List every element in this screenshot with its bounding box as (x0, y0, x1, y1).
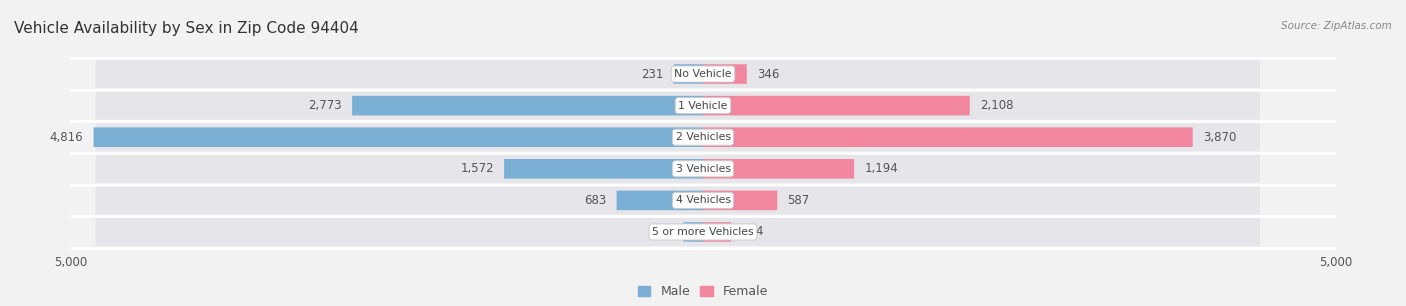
FancyBboxPatch shape (703, 64, 747, 84)
FancyBboxPatch shape (96, 155, 1260, 183)
Text: 2,108: 2,108 (980, 99, 1014, 112)
Text: 346: 346 (756, 68, 779, 80)
Text: Vehicle Availability by Sex in Zip Code 94404: Vehicle Availability by Sex in Zip Code … (14, 21, 359, 36)
FancyBboxPatch shape (96, 60, 1260, 88)
FancyBboxPatch shape (703, 159, 853, 179)
FancyBboxPatch shape (703, 222, 731, 242)
Text: Source: ZipAtlas.com: Source: ZipAtlas.com (1281, 21, 1392, 32)
FancyBboxPatch shape (94, 127, 703, 147)
FancyBboxPatch shape (683, 222, 703, 242)
Text: 5 or more Vehicles: 5 or more Vehicles (652, 227, 754, 237)
FancyBboxPatch shape (703, 96, 970, 115)
Text: 3,870: 3,870 (1204, 131, 1236, 144)
Text: 1,572: 1,572 (460, 162, 494, 175)
Text: 4 Vehicles: 4 Vehicles (675, 195, 731, 205)
FancyBboxPatch shape (96, 92, 1260, 120)
FancyBboxPatch shape (703, 191, 778, 210)
Text: No Vehicle: No Vehicle (675, 69, 731, 79)
Text: 1,194: 1,194 (865, 162, 898, 175)
Text: 2,773: 2,773 (308, 99, 342, 112)
Text: 1 Vehicle: 1 Vehicle (678, 101, 728, 111)
Text: 4,816: 4,816 (49, 131, 83, 144)
Legend: Male, Female: Male, Female (633, 280, 773, 304)
FancyBboxPatch shape (505, 159, 703, 179)
Text: 155: 155 (651, 226, 673, 238)
FancyBboxPatch shape (673, 64, 703, 84)
Text: 231: 231 (641, 68, 664, 80)
FancyBboxPatch shape (96, 186, 1260, 214)
Text: 3 Vehicles: 3 Vehicles (675, 164, 731, 174)
Text: 224: 224 (741, 226, 763, 238)
Text: 587: 587 (787, 194, 810, 207)
Text: 2 Vehicles: 2 Vehicles (675, 132, 731, 142)
FancyBboxPatch shape (617, 191, 703, 210)
Text: 683: 683 (585, 194, 606, 207)
FancyBboxPatch shape (352, 96, 703, 115)
FancyBboxPatch shape (96, 123, 1260, 151)
FancyBboxPatch shape (96, 218, 1260, 246)
FancyBboxPatch shape (703, 127, 1192, 147)
